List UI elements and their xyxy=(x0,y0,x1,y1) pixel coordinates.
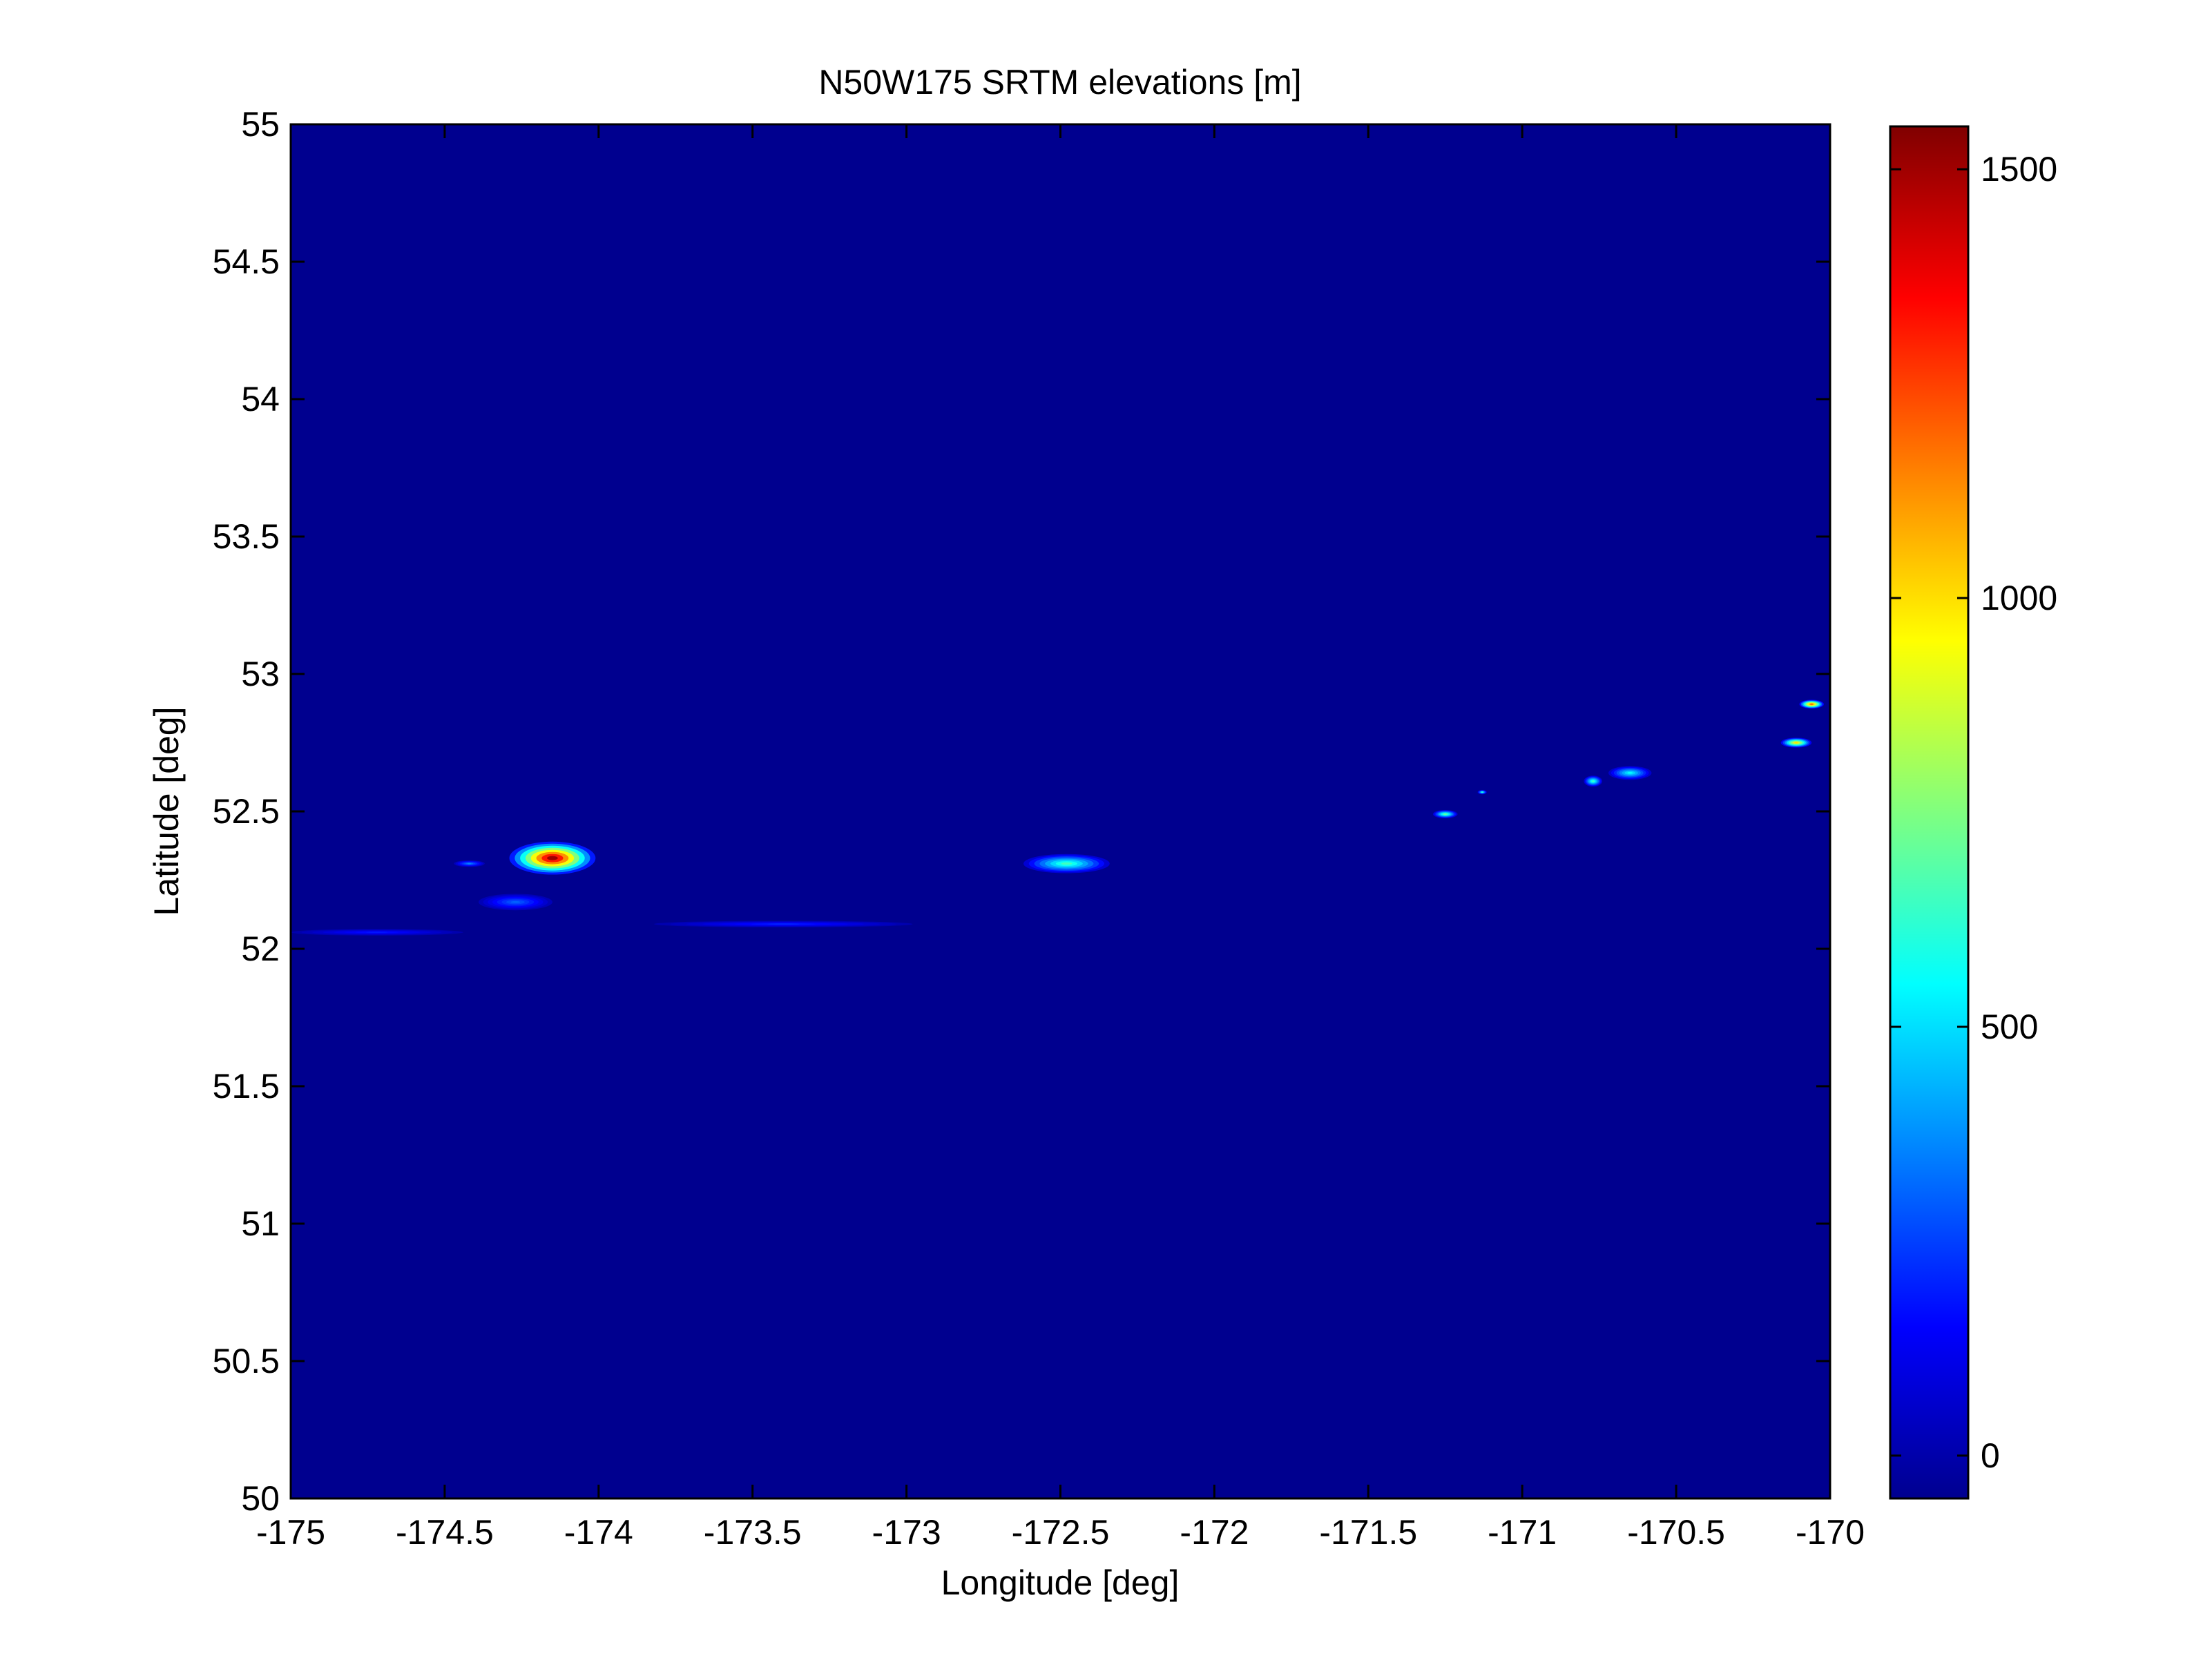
elevation-contour xyxy=(1592,780,1595,782)
colorbar-tick-label: 1500 xyxy=(1981,150,2057,189)
y-tick-label: 54.5 xyxy=(213,242,280,281)
x-tick-label: -175 xyxy=(256,1513,325,1552)
heatmap-background xyxy=(291,124,1830,1498)
x-tick-label: -174.5 xyxy=(396,1513,494,1552)
elevation-contour xyxy=(510,900,521,903)
terrain-feature xyxy=(1584,775,1603,787)
y-tick-label: 51 xyxy=(241,1204,280,1243)
colorbar-gradient xyxy=(1889,125,1970,1500)
y-tick-label: 54 xyxy=(241,380,280,418)
heatmap-features xyxy=(291,700,1825,936)
y-tick-label: 52 xyxy=(241,929,280,968)
y-tick-label: 51.5 xyxy=(213,1067,280,1106)
terrain-feature xyxy=(654,920,913,927)
x-tick-label: -171.5 xyxy=(1319,1513,1417,1552)
x-axis: -175 -174.5 -174 -173.5 -173 -172.5 -172 -171.5… xyxy=(256,124,1865,1552)
elevation-contour xyxy=(1794,742,1798,744)
colorbar-tick-label: 0 xyxy=(1981,1436,2000,1475)
x-tick-label: -173 xyxy=(872,1513,941,1552)
y-tick-label: 50.5 xyxy=(213,1342,280,1380)
x-tick-label: -170 xyxy=(1796,1513,1865,1552)
y-tick-label: 53 xyxy=(241,655,280,693)
terrain-feature xyxy=(1477,789,1487,795)
terrain-feature xyxy=(1799,700,1825,709)
chart-title: N50W175 SRTM elevations [m] xyxy=(818,63,1301,102)
x-axis-label: Longitude [deg] xyxy=(941,1563,1180,1602)
elevation-contour xyxy=(767,923,800,925)
colorbar-tick-label: 1000 xyxy=(1981,579,2057,617)
elevation-contour xyxy=(1443,813,1447,815)
x-tick-label: -170.5 xyxy=(1627,1513,1725,1552)
colorbar-ticks: 0 500 1000 1500 xyxy=(1890,150,2057,1475)
y-tick-label: 53.5 xyxy=(213,517,280,556)
x-tick-label: -171 xyxy=(1488,1513,1557,1552)
elevation-contour xyxy=(1627,772,1633,774)
y-tick-label: 55 xyxy=(241,105,280,144)
terrain-feature xyxy=(454,860,485,867)
colorbar: 0 500 1000 1500 xyxy=(1889,125,2057,1500)
terrain-feature xyxy=(1780,738,1812,748)
y-axis: 50 50.5 51 51.5 52 52.5 53 53.5 54 54.5 55 xyxy=(213,105,1830,1518)
terrain-feature xyxy=(1432,810,1458,818)
x-tick-label: -172 xyxy=(1180,1513,1249,1552)
colorbar-tick-label: 500 xyxy=(1981,1008,2038,1046)
elevation-contour xyxy=(1481,791,1483,793)
elevation-contour xyxy=(547,856,558,860)
x-tick-label: -173.5 xyxy=(704,1513,802,1552)
elevation-contour xyxy=(366,932,388,934)
elevation-contour xyxy=(1810,703,1814,705)
elevation-contour xyxy=(1061,862,1073,865)
terrain-feature xyxy=(509,841,596,875)
y-axis-label: Latitude [deg] xyxy=(147,706,186,916)
x-tick-label: -172.5 xyxy=(1012,1513,1110,1552)
y-tick-label: 52.5 xyxy=(213,792,280,831)
x-tick-label: -174 xyxy=(564,1513,633,1552)
terrain-feature xyxy=(1023,854,1110,874)
y-tick-label: 50 xyxy=(241,1479,280,1518)
elevation-contour xyxy=(467,862,472,865)
plot-area xyxy=(289,123,1831,1500)
terrain-feature xyxy=(1608,766,1652,780)
terrain-feature xyxy=(291,929,463,936)
terrain-feature xyxy=(478,894,552,911)
